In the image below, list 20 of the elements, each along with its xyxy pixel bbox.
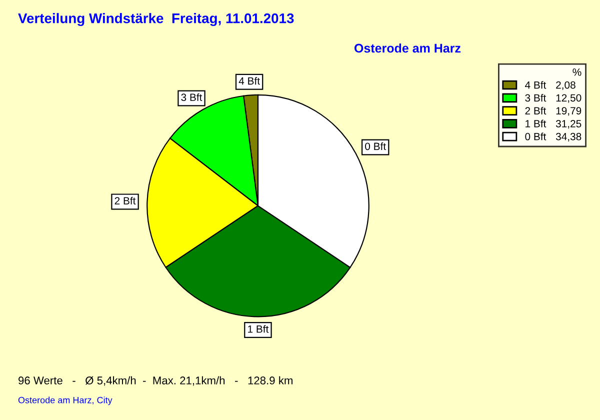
data-label: 31,25 — [556, 120, 582, 129]
legend-label: 3 Bft — [525, 94, 546, 102]
slice-label: 1 Bft — [248, 325, 269, 333]
chart-title: Verteilung Windstärke Freitag, 11.01.2013 — [18, 13, 294, 26]
legend-title: % — [572, 68, 582, 76]
slice-label: 2 Bft — [114, 196, 136, 204]
slice-label: 0 Bft — [365, 142, 386, 150]
slice-label: 3 Bft — [181, 93, 202, 102]
text: 96 Werte - Ø 5,4km/h - Max. 21,1km/h - 128.9 km — [18, 376, 292, 386]
slice-label: 4 Bft — [238, 77, 260, 85]
data-label: 12,50 — [556, 94, 582, 103]
legend-label: 4 Bft — [525, 81, 546, 89]
legend-label: 1 Bft — [526, 120, 546, 128]
legend-label: 0 Bft — [525, 132, 546, 140]
data-label: 19,79 — [556, 107, 582, 116]
legend-label: 2 Bft — [525, 106, 546, 114]
text: Osterode am Harz, City — [18, 396, 112, 406]
chart-subtitle: Osterode am Harz — [354, 43, 461, 53]
data-label: 34,38 — [556, 132, 582, 142]
data-label: 2,08 — [556, 81, 576, 90]
